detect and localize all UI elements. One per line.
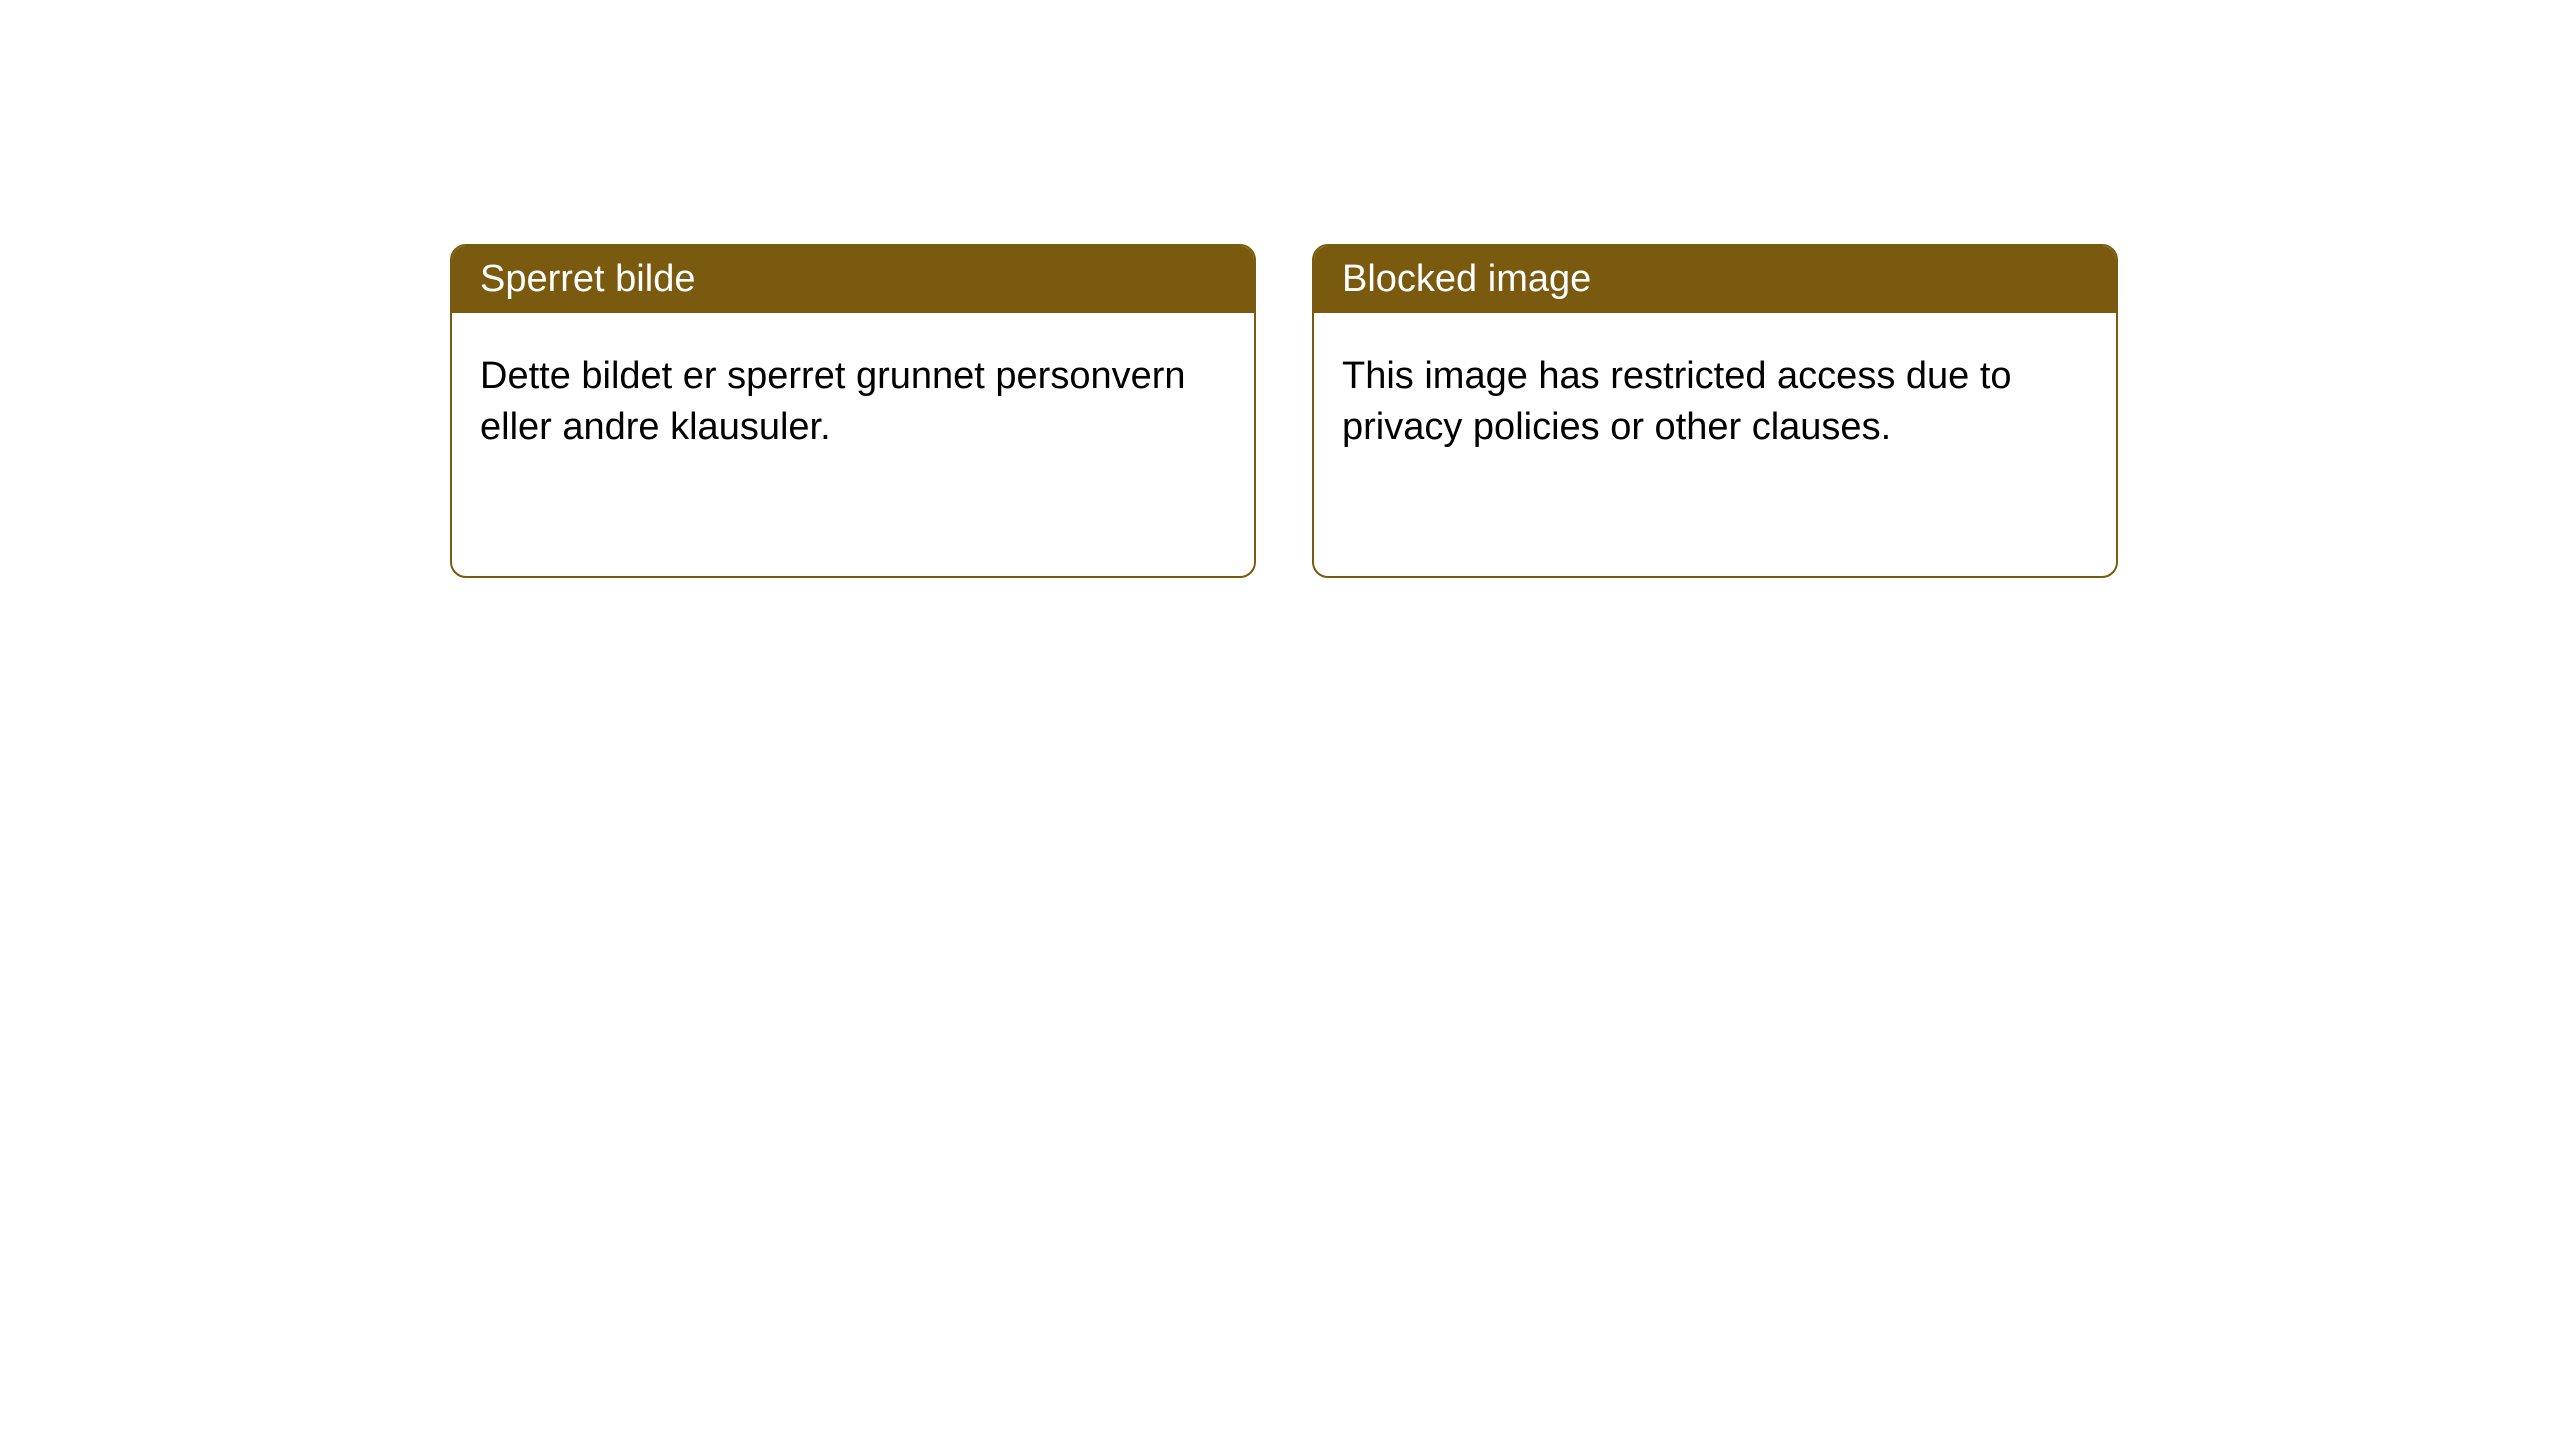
notice-card-english: Blocked image This image has restricted …: [1312, 244, 2118, 578]
card-title: Sperret bilde: [480, 258, 695, 300]
notice-card-norwegian: Sperret bilde Dette bildet er sperret gr…: [450, 244, 1256, 578]
card-message: This image has restricted access due to …: [1342, 355, 2012, 448]
card-title: Blocked image: [1342, 258, 1591, 300]
card-body: This image has restricted access due to …: [1314, 313, 2116, 492]
card-header: Blocked image: [1314, 246, 2116, 313]
notice-container: Sperret bilde Dette bildet er sperret gr…: [0, 0, 2560, 578]
card-body: Dette bildet er sperret grunnet personve…: [452, 313, 1254, 492]
card-message: Dette bildet er sperret grunnet personve…: [480, 355, 1186, 448]
card-header: Sperret bilde: [452, 246, 1254, 313]
